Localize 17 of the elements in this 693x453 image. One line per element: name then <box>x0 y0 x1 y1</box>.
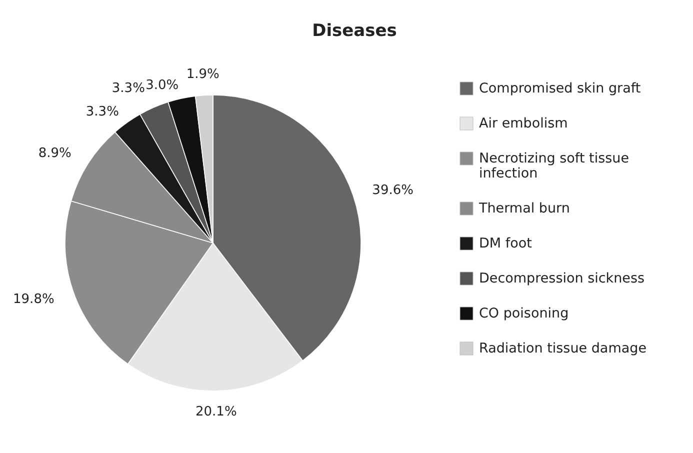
legend-label: Radiation tissue damage <box>479 340 647 357</box>
data-label: 3.3% <box>86 104 119 120</box>
legend-label: Necrotizing soft tissue infection <box>479 150 630 182</box>
legend-label: Air embolism <box>479 116 568 132</box>
legend-label: Compromised skin graft <box>479 80 641 97</box>
data-label: 3.0% <box>146 78 179 94</box>
data-label: 1.9% <box>186 66 220 82</box>
legend-label: CO poisoning <box>479 306 569 322</box>
chart-title: Diseases <box>312 21 397 41</box>
data-label: 20.1% <box>196 404 237 420</box>
data-label: 3.3% <box>112 80 145 96</box>
data-label: 39.6% <box>372 182 414 198</box>
legend-label: Decompression sickness <box>479 270 645 287</box>
legend-label: Thermal burn <box>478 200 570 217</box>
data-label: 8.9% <box>38 146 72 162</box>
legend-label: DM foot <box>479 236 532 252</box>
data-label: 19.8% <box>13 292 54 307</box>
